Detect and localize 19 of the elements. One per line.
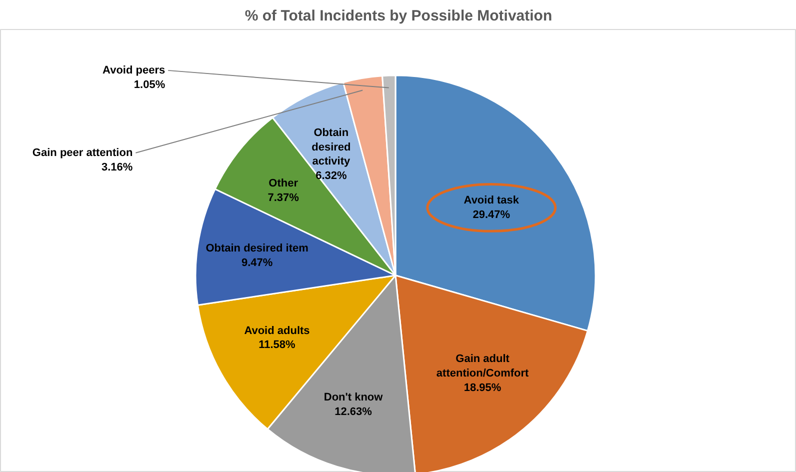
data-label: 7.37% bbox=[268, 192, 300, 204]
data-label: 29.47% bbox=[472, 208, 510, 221]
slice-label: Don't know bbox=[324, 391, 384, 404]
slice-label: Other bbox=[268, 177, 299, 190]
slice-label: Obtain desired item bbox=[206, 242, 309, 255]
data-label: 3.16% bbox=[101, 162, 133, 174]
data-label: 6.32% bbox=[316, 170, 347, 182]
data-label: 1.05% bbox=[134, 79, 166, 92]
data-label: 12.63% bbox=[334, 406, 372, 418]
data-label: 9.47% bbox=[241, 257, 273, 270]
slice-label: Avoid task bbox=[464, 194, 520, 206]
data-label: 11.58% bbox=[258, 339, 296, 352]
slice-label: Obtain desired activity bbox=[312, 126, 352, 168]
slice-label: Gain peer attention bbox=[32, 147, 133, 160]
slice-label: Gain adult attention/Comfort bbox=[436, 353, 530, 380]
slice-label: Avoid adults bbox=[244, 324, 310, 337]
data-label: 18.95% bbox=[464, 382, 502, 394]
slice-label: Avoid peers bbox=[102, 64, 166, 77]
chart-title: % of Total Incidents by Possible Motivation bbox=[244, 8, 552, 24]
